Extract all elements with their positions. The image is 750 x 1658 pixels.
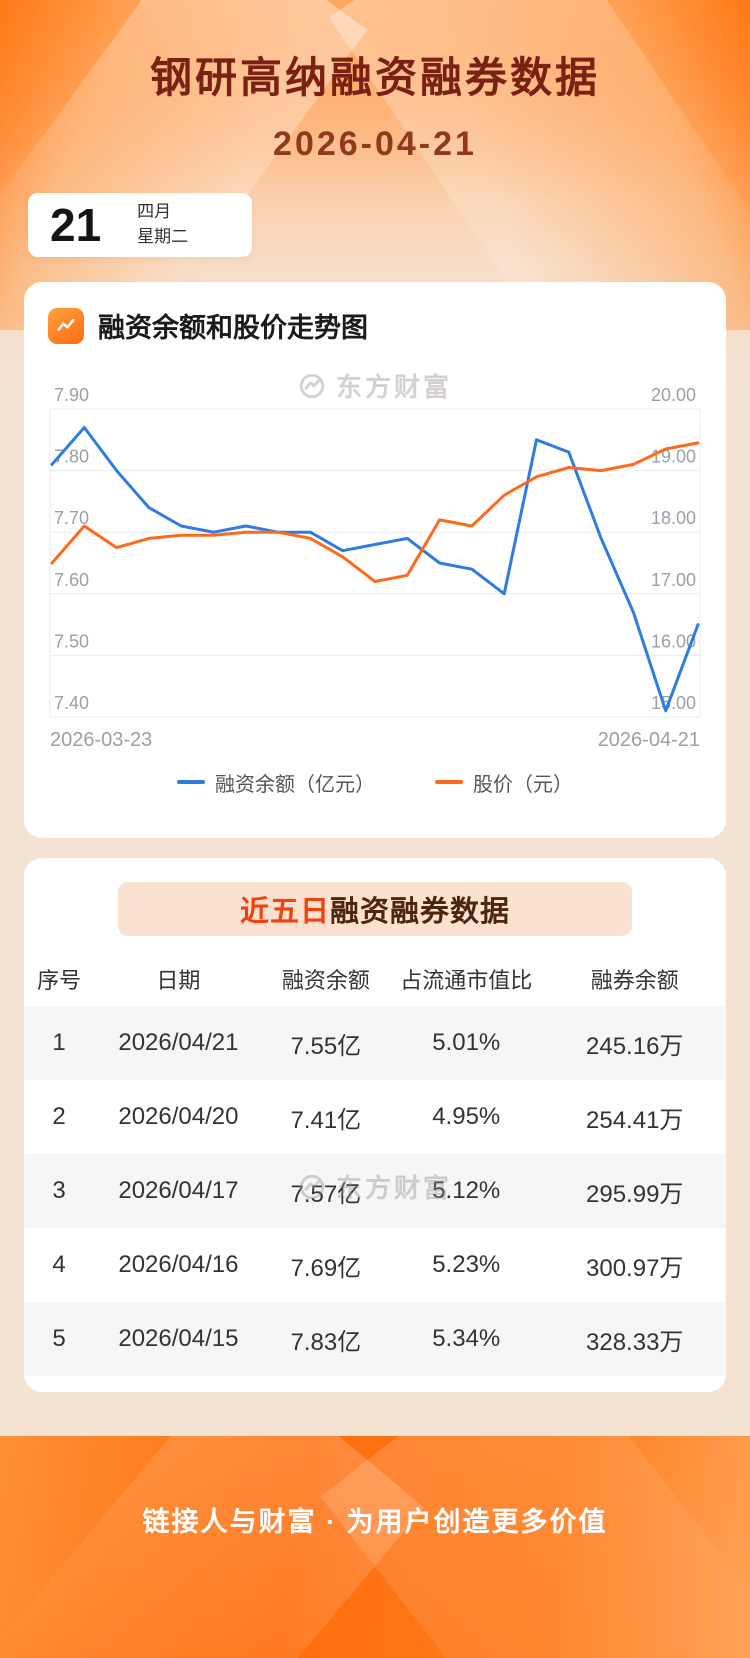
legend-swatch xyxy=(435,780,463,784)
trend-chart-icon xyxy=(48,307,84,344)
svg-text:16.00: 16.00 xyxy=(651,631,696,651)
table-row: 1 2026/04/21 7.55亿 5.01% 245.16万 xyxy=(24,1006,726,1080)
table-cell: 5.01% xyxy=(432,1029,501,1056)
table-cell: 7.41亿 xyxy=(290,1106,362,1134)
table-cell: 2026/04/20 xyxy=(118,1103,239,1130)
decor-ray-footer-left xyxy=(0,1436,425,1658)
table-cell: 2026/04/15 xyxy=(118,1325,239,1352)
legend-label: 融资余额（亿元） xyxy=(215,773,375,796)
svg-text:15.00: 15.00 xyxy=(651,693,696,713)
chart-legend: 融资余额（亿元） 股价（元） xyxy=(48,768,702,796)
svg-text:7.70: 7.70 xyxy=(54,508,89,528)
decor-ray-footer-right xyxy=(320,1436,750,1658)
table-title: 近五日 融资融券数据 xyxy=(118,882,632,936)
table-header-cell: 占流通市值比 xyxy=(400,968,533,993)
x-axis-labels: 2026-03-23 2026-04-21 xyxy=(48,729,702,752)
table-cell: 1 xyxy=(52,1029,66,1056)
table-header-row: 序号 日期 融资余额 占流通市值比 融券余额 xyxy=(24,952,726,1006)
chart-area: 东方财富 7.90 20.00 7.80 19.00 7.70 18.00 7.60 17.0… xyxy=(48,369,702,721)
table-header-cell: 融券余额 xyxy=(590,968,679,993)
svg-text:19.00: 19.00 xyxy=(651,447,696,467)
chart-card-header: 融资余额和股价走势图 xyxy=(48,306,702,345)
table-cell: 3 xyxy=(52,1177,66,1204)
table-cell: 4.95% xyxy=(432,1103,501,1130)
trend-chart: 7.90 20.007.80 19.007.70 18.007.60 17.007.50… xyxy=(49,385,701,718)
chart-card: 融资余额和股价走势图 东方财富 7.90 20.00 7.80 19.00 7.70 18… xyxy=(24,282,726,838)
table-title-highlight: 近五日 xyxy=(239,896,330,928)
svg-text:7.90: 7.90 xyxy=(54,385,89,405)
table-header-cell: 日期 xyxy=(156,968,201,993)
table-cell: 7.55亿 xyxy=(290,1032,362,1060)
table-row: 5 2026/04/15 7.83亿 5.34% 328.33万 xyxy=(24,1302,726,1376)
chart-title: 融资余额和股价走势图 xyxy=(98,313,368,343)
table-cell: 295.99万 xyxy=(586,1180,684,1208)
table-cell: 4 xyxy=(52,1251,66,1278)
table-cell: 2026/04/17 xyxy=(118,1177,239,1204)
calendar-card: 21 四月 星期二 xyxy=(28,193,252,257)
margin-data-table: 序号 日期 融资余额 占流通市值比 融券余额 1 2026/04/21 7.55亿 5.01%… xyxy=(24,952,726,1376)
table-header-cell: 融资余额 xyxy=(281,968,370,993)
calendar-month-weekday: 四月 星期二 xyxy=(137,200,188,249)
legend-label: 股价（元） xyxy=(473,773,573,796)
table-cell: 5.12% xyxy=(432,1177,501,1204)
svg-text:7.40: 7.40 xyxy=(54,693,89,713)
legend-item: 股价（元） xyxy=(435,768,573,797)
legend-item: 融资余额（亿元） xyxy=(177,768,375,797)
svg-text:18.00: 18.00 xyxy=(651,508,696,528)
table-cell: 7.69亿 xyxy=(290,1254,362,1282)
table-card: 近五日 融资融券数据 东方财富 序号 日期 融资余额 占流通市值比 融券余额 1 2026… xyxy=(24,858,726,1392)
table-cell: 7.83亿 xyxy=(290,1328,362,1356)
table-cell: 5.23% xyxy=(432,1251,501,1278)
svg-text:20.00: 20.00 xyxy=(651,385,696,405)
table-row: 3 2026/04/17 7.57亿 5.12% 295.99万 xyxy=(24,1154,726,1228)
header: 钢研高纳融资融券数据 2026-04-21 xyxy=(0,0,750,164)
table-cell: 7.57亿 xyxy=(290,1180,362,1208)
table-cell: 2026/04/16 xyxy=(118,1251,239,1278)
table-cell: 245.16万 xyxy=(586,1032,684,1060)
table-cell: 300.97万 xyxy=(586,1254,684,1282)
calendar-month: 四月 xyxy=(137,202,172,222)
calendar-weekday: 星期二 xyxy=(137,227,189,246)
svg-text:17.00: 17.00 xyxy=(651,570,696,590)
table-cell: 5.34% xyxy=(432,1325,501,1352)
legend-swatch xyxy=(177,780,205,784)
table-cell: 254.41万 xyxy=(586,1106,684,1134)
svg-text:7.60: 7.60 xyxy=(54,570,89,590)
table-row: 4 2026/04/16 7.69亿 5.23% 300.97万 xyxy=(24,1228,726,1302)
footer: 链接人与财富 · 为用户创造更多价值 xyxy=(0,1436,750,1658)
calendar-day: 21 xyxy=(50,199,102,251)
table-cell: 2 xyxy=(52,1103,66,1130)
page-title: 钢研高纳融资融券数据 xyxy=(149,54,600,101)
table-cell: 2026/04/21 xyxy=(118,1029,239,1056)
table-cell: 328.33万 xyxy=(586,1328,684,1356)
table-cell: 5 xyxy=(52,1325,66,1352)
svg-text:7.50: 7.50 xyxy=(54,631,89,651)
table-header-cell: 序号 xyxy=(37,968,82,993)
table-row: 2 2026/04/20 7.41亿 4.95% 254.41万 xyxy=(24,1080,726,1154)
x-axis-start-label: 2026-03-23 xyxy=(50,729,153,751)
table-title-rest: 融资融券数据 xyxy=(330,896,511,928)
page-date: 2026-04-21 xyxy=(273,125,477,163)
footer-slogan: 链接人与财富 · 为用户创造更多价值 xyxy=(142,1507,608,1537)
x-axis-end-label: 2026-04-21 xyxy=(597,729,700,751)
